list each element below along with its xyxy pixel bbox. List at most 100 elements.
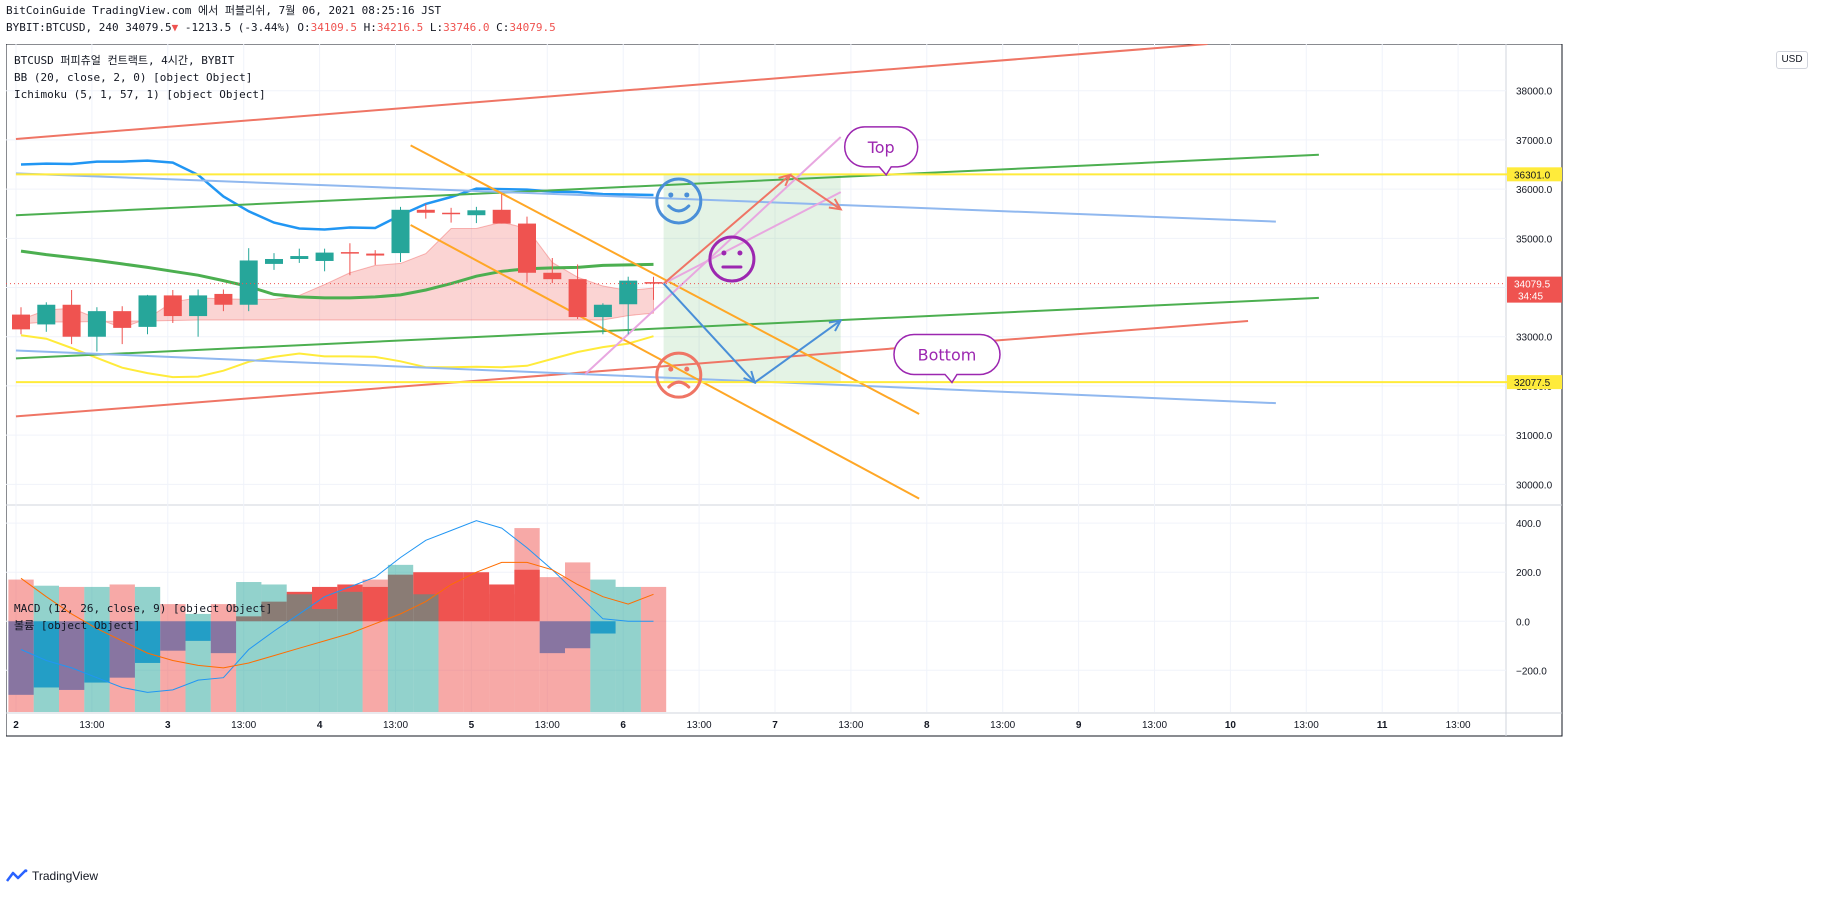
trend-line: [15, 296, 1319, 360]
prediction-zone: [663, 174, 841, 383]
volume-bar: [261, 584, 287, 712]
smiley-neutral-eye: [721, 250, 727, 256]
volume-bar: [84, 586, 110, 712]
volume-bar: [33, 585, 59, 712]
volume-bar: [337, 591, 363, 712]
smiley-sad-icon: [655, 351, 703, 399]
candle-body: [416, 209, 435, 213]
candle-body: [467, 210, 486, 216]
macd-tick-label: 0.0: [1516, 617, 1530, 628]
trend-line: [410, 144, 920, 415]
symbol-price: BYBIT:BTCUSD, 240 34079.5: [6, 21, 172, 34]
time-tick-label: 6: [620, 720, 626, 731]
trend-line: [15, 153, 1319, 217]
candle-body: [239, 260, 258, 305]
price-tick-label: 36000.0: [1516, 185, 1553, 196]
time-tick-label: 13:00: [1294, 720, 1319, 731]
candle-body: [492, 209, 511, 224]
legend-title: BTCUSD 퍼피츄얼 컨트랙트, 4시간, BYBIT: [14, 54, 235, 67]
volume-bar: [362, 579, 388, 712]
volume-bar: [236, 582, 262, 712]
volume-bar: [489, 594, 515, 712]
price-axis-marker-label: 36301.0: [1514, 170, 1551, 181]
price-axis-marker: [1507, 276, 1562, 303]
time-tick-label: 13:00: [1446, 720, 1471, 731]
candle-body: [442, 212, 461, 215]
currency-badge[interactable]: USD: [1776, 51, 1808, 69]
trend-line: [584, 136, 842, 375]
volume-bar: [590, 579, 616, 712]
trend-line: [663, 191, 842, 285]
trend-line: [15, 44, 1208, 140]
candle-body: [214, 293, 233, 305]
smiley-happy-eye: [684, 192, 690, 198]
candle-body: [543, 272, 562, 280]
macd-line: [20, 520, 654, 693]
trend-line: [15, 319, 1249, 418]
volume-bar: [615, 586, 641, 712]
change-arrow-icon: ▼: [171, 21, 179, 34]
callout-text: Bottom: [918, 345, 977, 364]
time-tick-label: 13:00: [79, 720, 104, 731]
candle-body: [189, 295, 208, 317]
legend-macd: MACD (12, 26, close, 9) [object Object]: [14, 602, 273, 615]
volume-bar: [463, 599, 490, 712]
macd-tick-label: 400.0: [1516, 519, 1541, 530]
smiley-sad-face: [655, 351, 703, 399]
price-axis-marker: [1507, 375, 1562, 390]
smiley-neutral-face: [708, 235, 756, 283]
macd-signal-line: [20, 561, 654, 669]
smiley-happy-icon: [655, 177, 703, 225]
time-tick-label: 9: [1076, 720, 1082, 731]
time-tick-label: 7: [772, 720, 778, 731]
chart-area[interactable]: 30000.031000.032000.033000.034000.035000…: [6, 44, 1824, 859]
forecast-arrowhead: [828, 319, 843, 332]
smiley-sad-eye: [668, 366, 674, 372]
time-tick-label: 10: [1225, 720, 1237, 731]
smiley-neutral-icon: [708, 235, 756, 283]
publish-info: BitCoinGuide TradingView.com 에서 퍼블리쉬, 7월…: [6, 4, 442, 17]
macd-tick-label: −200.0: [1516, 666, 1547, 677]
volume-bar: [413, 594, 439, 712]
tradingview-label: TradingView: [32, 869, 99, 883]
callout-text: Top: [867, 138, 895, 157]
time-tick-label: 13:00: [383, 720, 408, 731]
volume-bar: [539, 577, 565, 712]
smiley-happy-face: [655, 177, 703, 225]
legend-volume: 볼륨 [object Object]: [14, 619, 141, 632]
volume-bar: [565, 562, 591, 712]
legend-ichimoku: Ichimoku (5, 1, 57, 1) [object Object]: [14, 88, 266, 101]
candle-body: [619, 280, 638, 305]
smiley-happy-eye: [668, 192, 674, 198]
ichimoku-lagging-span: [20, 334, 654, 379]
volume-bar: [8, 579, 34, 712]
forecast-arrowhead: [778, 173, 792, 187]
chart-border: [6, 44, 1563, 737]
volume-bar: [109, 584, 135, 712]
candle-body: [265, 258, 283, 264]
candle-body: [315, 252, 334, 261]
price-axis-marker: [1507, 167, 1562, 182]
trend-line: [15, 349, 1276, 405]
tradingview-logo[interactable]: TradingView: [6, 869, 98, 883]
price-tick-label: 31000.0: [1516, 431, 1553, 442]
volume-bar: [210, 604, 237, 712]
low-value: 33746.0: [443, 21, 490, 34]
time-tick-label: 13:00: [838, 720, 863, 731]
legend-bb: BB (20, close, 2, 0) [object Object]: [14, 71, 253, 84]
high-value: 34216.5: [376, 21, 424, 34]
volume-bar: [312, 609, 338, 712]
high-label: H:: [363, 21, 377, 34]
tradingview-logo-icon: [6, 869, 28, 882]
trend-line: [15, 172, 1276, 223]
price-axis-marker-label: 34079.5: [1514, 280, 1551, 291]
volume-bar: [438, 579, 464, 712]
candle-body: [37, 304, 56, 325]
price-axis-marker-countdown: 34:45: [1518, 292, 1543, 303]
chart-svg[interactable]: 30000.031000.032000.033000.034000.035000…: [6, 44, 1824, 859]
close-label: C:: [496, 21, 510, 34]
candle-body: [593, 304, 612, 318]
symbol-info: BYBIT:BTCUSD, 240 34079.5▼ -1213.5 (-3.4…: [6, 21, 556, 35]
price-tick-label: 35000.0: [1516, 234, 1553, 245]
smiley-sad-mouth: [667, 380, 691, 389]
